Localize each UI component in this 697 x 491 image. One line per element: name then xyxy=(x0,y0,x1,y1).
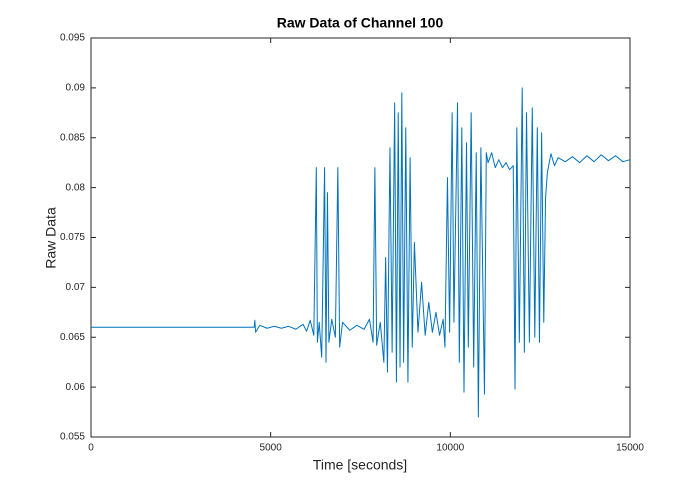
y-tick-label: 0.07 xyxy=(66,282,86,293)
y-tick-label: 0.09 xyxy=(66,83,86,94)
y-tick-label: 0.08 xyxy=(66,182,86,193)
y-tick-label: 0.065 xyxy=(60,332,85,343)
x-tick-label: 15000 xyxy=(616,443,644,454)
y-tick-label: 0.06 xyxy=(66,382,86,393)
chart-title: Raw Data of Channel 100 xyxy=(277,15,444,31)
y-tick-label: 0.095 xyxy=(60,33,85,44)
data-line xyxy=(91,87,631,418)
x-tick-label: 0 xyxy=(88,443,94,454)
y-tick-label: 0.055 xyxy=(60,432,85,443)
y-tick-label: 0.075 xyxy=(60,232,85,243)
y-axis-label: Raw Data xyxy=(43,207,59,269)
x-axis-label: Time [seconds] xyxy=(313,457,407,473)
y-tick-label: 0.085 xyxy=(60,132,85,143)
x-tick-label: 10000 xyxy=(436,443,464,454)
x-tick-label: 5000 xyxy=(260,443,283,454)
